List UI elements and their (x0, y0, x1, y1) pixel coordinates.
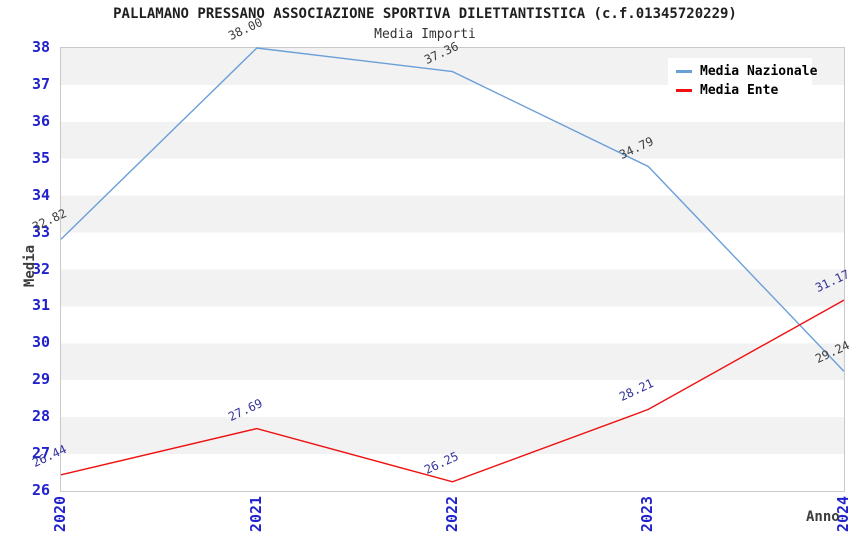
series-line-0 (60, 47, 845, 372)
legend-label: Media Ente (700, 82, 779, 98)
media-nazionale-line-swatch-icon (676, 69, 692, 73)
y-tick-label: 31 (31, 296, 50, 315)
x-tick-label: 2020 (51, 495, 69, 533)
y-tick-label: 29 (31, 370, 50, 389)
media-ente-line-swatch-icon (676, 88, 692, 92)
legend-item-media-nazionale: Media Nazionale (676, 62, 817, 80)
legend: Media Nazionale Media Ente (668, 58, 817, 101)
y-tick-label: 36 (31, 111, 50, 130)
legend-label: Media Nazionale (700, 63, 818, 79)
y-tick-label: 33 (31, 222, 50, 241)
chart-title: PALLAMANO PRESSANO ASSOCIAZIONE SPORTIVA… (113, 6, 737, 22)
legend-item-media-ente: Media Ente (676, 81, 812, 99)
y-tick-label: 35 (31, 148, 50, 167)
y-tick-label: 37 (31, 74, 50, 93)
series-line-1 (60, 299, 845, 483)
y-tick-label: 26 (31, 481, 50, 499)
y-tick-label: 38 (31, 38, 50, 56)
x-axis-title: Anno (806, 509, 840, 525)
y-axis-title: Media (22, 244, 38, 288)
line-series-canvas (60, 47, 845, 483)
y-tick-label: 27 (31, 444, 50, 463)
plot-area (60, 47, 845, 492)
y-tick-label: 34 (31, 185, 50, 204)
y-tick-label: 28 (31, 407, 50, 426)
x-tick-label: 2021 (246, 495, 265, 533)
y-tick-label: 30 (31, 333, 50, 352)
x-tick-label: 2022 (442, 495, 461, 533)
chart-subtitle: Media Importi (374, 27, 476, 42)
y-tick-label: 32 (31, 259, 50, 278)
x-tick-label: 2023 (638, 495, 657, 533)
